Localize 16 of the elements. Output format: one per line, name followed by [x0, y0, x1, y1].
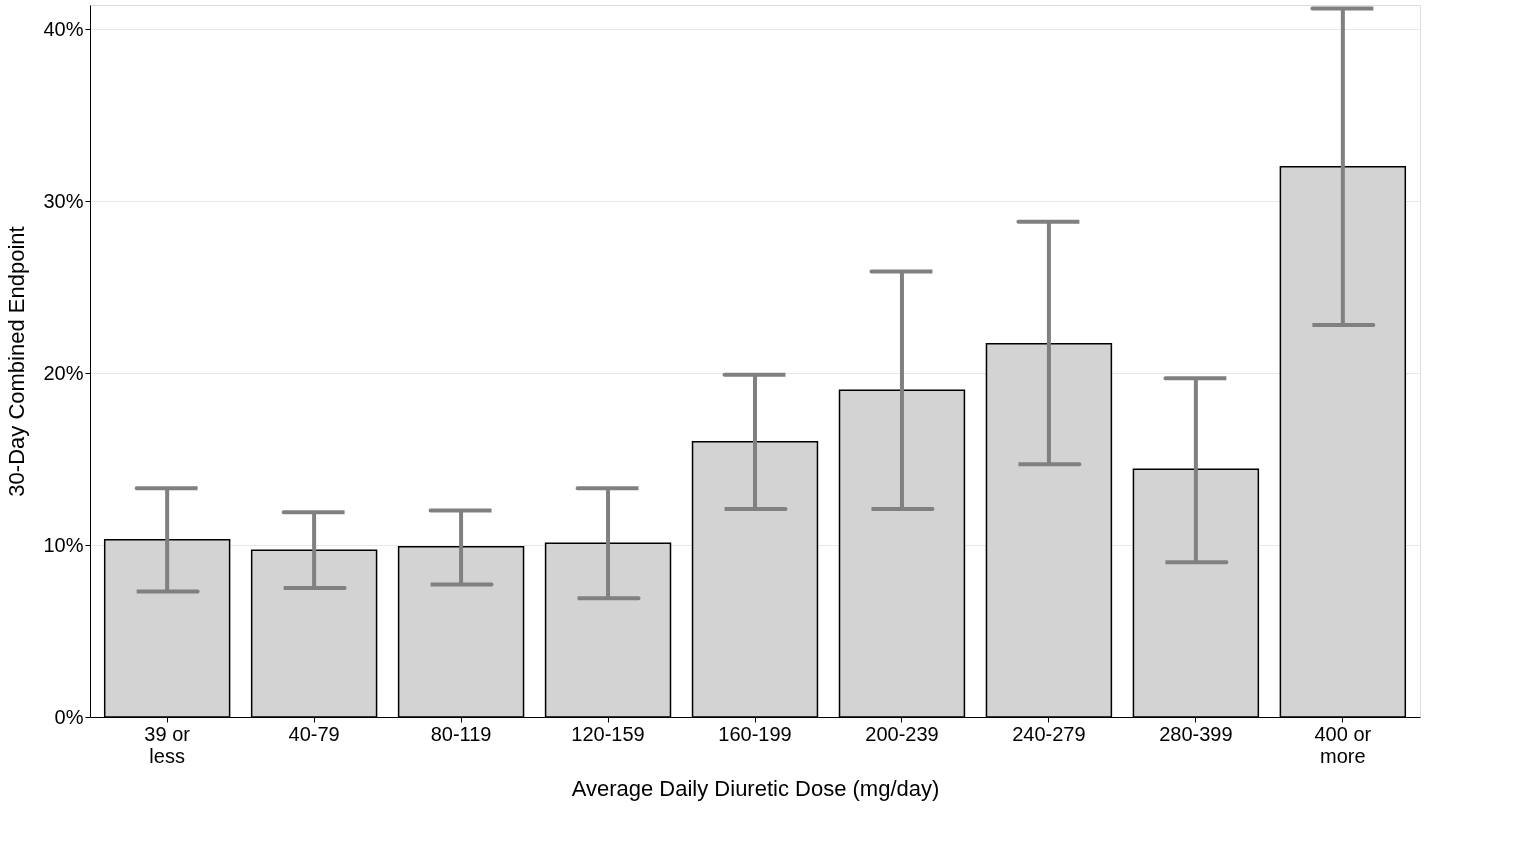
x-tick-label: 240-279 — [1012, 722, 1086, 745]
x-tick-label: 39 or less — [144, 722, 191, 767]
x-axis-title: Average Daily Diuretic Dose (mg/day) — [571, 775, 940, 801]
x-tick-label: 120-159 — [571, 722, 645, 745]
y-tick-label: 20% — [43, 361, 84, 384]
x-tick-label: 400 or more — [1314, 722, 1372, 767]
x-tick-label: 160-199 — [718, 722, 792, 745]
y-axis-title: 30-Day Combined Endpoint — [4, 226, 30, 497]
y-tick-label: 30% — [43, 189, 84, 212]
x-tick-label: 280-399 — [1159, 722, 1233, 745]
y-tick-label: 40% — [43, 17, 84, 40]
x-tick-label: 40-79 — [288, 722, 340, 745]
x-tick-label: 80-119 — [430, 722, 492, 745]
y-tick-label: 0% — [54, 705, 84, 728]
x-tick-label: 200-239 — [865, 722, 939, 745]
y-tick-label: 10% — [43, 533, 84, 556]
